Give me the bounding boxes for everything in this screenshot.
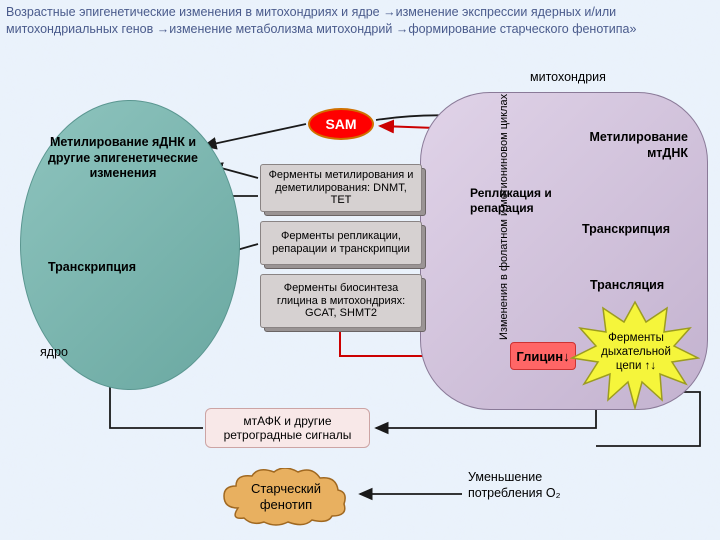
mito-transcription-text: Транскрипция bbox=[582, 222, 692, 238]
enzyme-box-3: Ферменты биосинтеза глицина в митохондри… bbox=[260, 274, 422, 328]
nucleus-title: ядро bbox=[40, 345, 100, 361]
mito-title: митохондрия bbox=[530, 70, 650, 86]
retrograde-box: мтАФК и другие ретроградные сигналы bbox=[205, 408, 370, 448]
glycine-node: Глицин↓ bbox=[510, 342, 576, 370]
enzyme-box-2: Ферменты репликации, репарации и транскр… bbox=[260, 221, 422, 265]
phenotype-text: Старческий фенотип bbox=[236, 481, 336, 512]
mito-translation-text: Трансляция bbox=[590, 278, 700, 294]
mito-replication-text: Репликация и репарация bbox=[470, 186, 580, 216]
enzyme-box-1: Ферменты метилирования и деметилирования… bbox=[260, 164, 422, 212]
nucleus-methylation-text: Метилирование яДНК и другие эпигенетичес… bbox=[48, 135, 198, 182]
nucleus-transcription-text: Транскрипция bbox=[48, 260, 178, 276]
respiratory-text: Ферменты дыхательной цепи ↑↓ bbox=[598, 332, 674, 373]
mito-methylation-text: Метилирование мтДНК bbox=[558, 130, 688, 161]
header-text: Возрастные эпигенетические изменения в м… bbox=[6, 4, 714, 38]
sam-node: SAM bbox=[308, 108, 374, 140]
o2-text: Уменьшение потребления О₂ bbox=[468, 470, 588, 501]
